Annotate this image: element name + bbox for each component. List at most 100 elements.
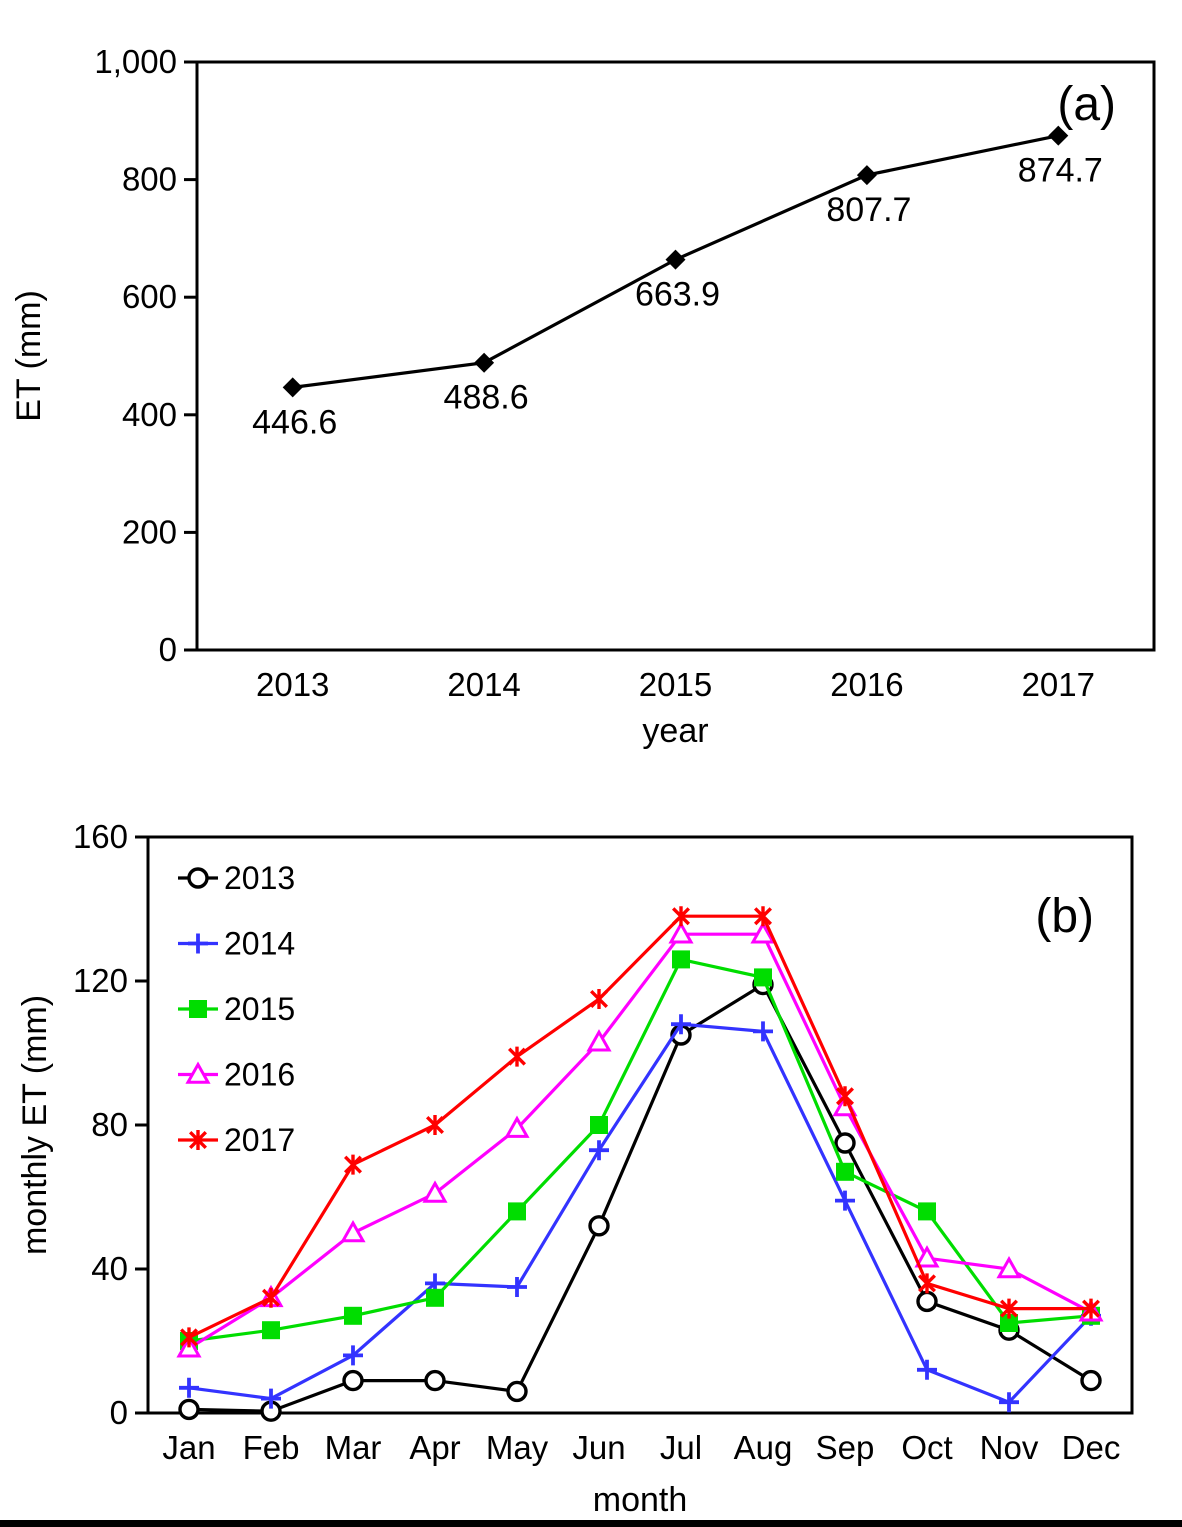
series-marker-2015: [918, 1202, 936, 1221]
series-marker-annual ET: [1048, 125, 1069, 146]
series-marker-2013: [916, 1290, 938, 1313]
legend-item-2014: 2014: [178, 926, 295, 962]
legend-marker-2013: [187, 867, 209, 889]
x-axis-tick-label: 2015: [639, 666, 712, 703]
data-point-label: 663.9: [635, 276, 720, 314]
data-point-label: 488.6: [444, 379, 529, 417]
series-marker-annual ET: [282, 377, 303, 398]
series-marker-2014: [999, 1392, 1019, 1413]
series-marker-2015: [836, 1162, 854, 1181]
legend-label: 2017: [224, 1122, 295, 1158]
x-axis-tick-label: 2014: [447, 666, 520, 703]
y-axis-tick-label: 400: [122, 396, 177, 433]
x-axis-tick-label: Aug: [734, 1429, 793, 1466]
series-marker-2015: [344, 1306, 362, 1325]
x-axis-tick-label: Mar: [325, 1429, 382, 1466]
series-marker-2016: [504, 1115, 530, 1138]
series-marker-2013: [1080, 1369, 1102, 1392]
series-marker-2015: [754, 968, 772, 987]
y-axis-tick-label: 200: [122, 513, 177, 550]
x-axis-tick-label: Jun: [572, 1429, 625, 1466]
series-marker-2017: [425, 1115, 445, 1135]
series-marker-2017: [753, 906, 773, 927]
x-axis-tick-label: 2016: [830, 666, 903, 703]
y-axis-tick-label: 0: [110, 1394, 128, 1431]
legend-marker-2015: [189, 1000, 207, 1018]
x-axis-tick-label: May: [486, 1429, 549, 1466]
series-marker-2015: [672, 950, 690, 969]
series-marker-2016: [668, 921, 694, 944]
x-axis-tick-label: Sep: [816, 1429, 875, 1466]
series-line-2013: [188, 982, 1092, 1413]
series-marker-2013: [178, 1398, 200, 1421]
series-line-2014: [188, 1022, 1093, 1405]
series-marker-2014: [507, 1277, 527, 1297]
series-marker-2017: [1081, 1298, 1101, 1319]
legend-marker-2016: [185, 1061, 211, 1084]
series-marker-2013: [588, 1215, 610, 1237]
x-axis-title: year: [642, 712, 708, 750]
x-axis-tick-label: Jul: [660, 1429, 702, 1466]
legend-label: 2015: [224, 991, 295, 1027]
x-axis-tick-label: Dec: [1062, 1429, 1121, 1466]
series-marker-2017: [343, 1154, 363, 1175]
series-marker-2014: [671, 1014, 691, 1035]
series-marker-2017: [507, 1046, 527, 1067]
figure-bottom-border: [0, 1520, 1182, 1527]
x-axis-tick-label: Feb: [243, 1429, 300, 1466]
series-marker-2014: [179, 1377, 199, 1398]
legend-item-2017: 2017: [178, 1122, 295, 1158]
series-marker-2016: [340, 1219, 366, 1243]
panel-annotation: (b): [1035, 890, 1094, 943]
x-axis-tick-label: 2017: [1022, 666, 1095, 703]
series-marker-2016: [586, 1029, 612, 1052]
series-marker-2013: [506, 1380, 528, 1403]
series-marker-2014: [917, 1359, 937, 1380]
series-marker-2014: [261, 1388, 281, 1409]
series-marker-2017: [999, 1298, 1019, 1319]
series-marker-annual ET: [474, 352, 495, 373]
series-marker-2013: [834, 1132, 856, 1154]
series-marker-2017: [671, 906, 691, 927]
x-axis-tick-label: Oct: [901, 1429, 952, 1466]
y-axis-tick-label: 120: [73, 962, 128, 999]
series-marker-2016: [422, 1180, 448, 1203]
series-marker-2017: [261, 1287, 281, 1308]
series-marker-2014: [343, 1345, 363, 1366]
legend-marker-2014: [188, 933, 208, 954]
y-axis-tick-label: 1,000: [94, 43, 177, 80]
series-marker-2016: [914, 1245, 940, 1268]
series-line-2017: [188, 914, 1091, 1339]
series-marker-2014: [753, 1021, 773, 1042]
series-marker-2015: [508, 1202, 526, 1221]
series-line-2016: [188, 932, 1092, 1350]
panel-annotation: (a): [1057, 78, 1116, 131]
data-point-label: 446.6: [252, 403, 337, 441]
data-point-label: 807.7: [826, 191, 911, 229]
annual-et-chart-canvas: 0 200 400 600 800 1,000 2013 2014 2015 2016 2017 ye…: [10, 43, 1156, 750]
legend-label: 2016: [224, 1057, 295, 1093]
series-marker-2014: [589, 1140, 609, 1161]
legend-label: 2013: [224, 860, 295, 896]
legend-item-2016: 2016: [178, 1057, 295, 1093]
data-point-label: 874.7: [1018, 152, 1103, 190]
y-axis-tick-label: 800: [122, 161, 177, 198]
x-axis-tick-label: 2013: [256, 666, 329, 703]
x-axis-tick-label: Apr: [409, 1429, 460, 1466]
y-axis-title: ET (mm): [10, 290, 48, 422]
legend-label: 2014: [224, 926, 295, 962]
series-marker-2013: [424, 1369, 446, 1392]
series-marker-2017: [179, 1327, 199, 1348]
monthly-et-chart-canvas: 0 40 80 120 160 Jan Feb Mar Apr May Jun Jul Aug Sep Oc…: [16, 818, 1134, 1519]
y-axis-tick-label: 600: [122, 278, 177, 315]
series-line-2015: [188, 957, 1092, 1343]
y-axis-tick-label: 40: [91, 1250, 128, 1287]
legend-marker-2017: [188, 1130, 208, 1150]
legend-item-2015: 2015: [178, 991, 295, 1027]
x-axis-tick-label: Nov: [980, 1429, 1039, 1466]
series-marker-2013: [342, 1369, 364, 1392]
series-marker-2015: [426, 1288, 444, 1307]
legend-item-2013: 2013: [178, 860, 295, 896]
y-axis-tick-label: 80: [91, 1106, 128, 1143]
